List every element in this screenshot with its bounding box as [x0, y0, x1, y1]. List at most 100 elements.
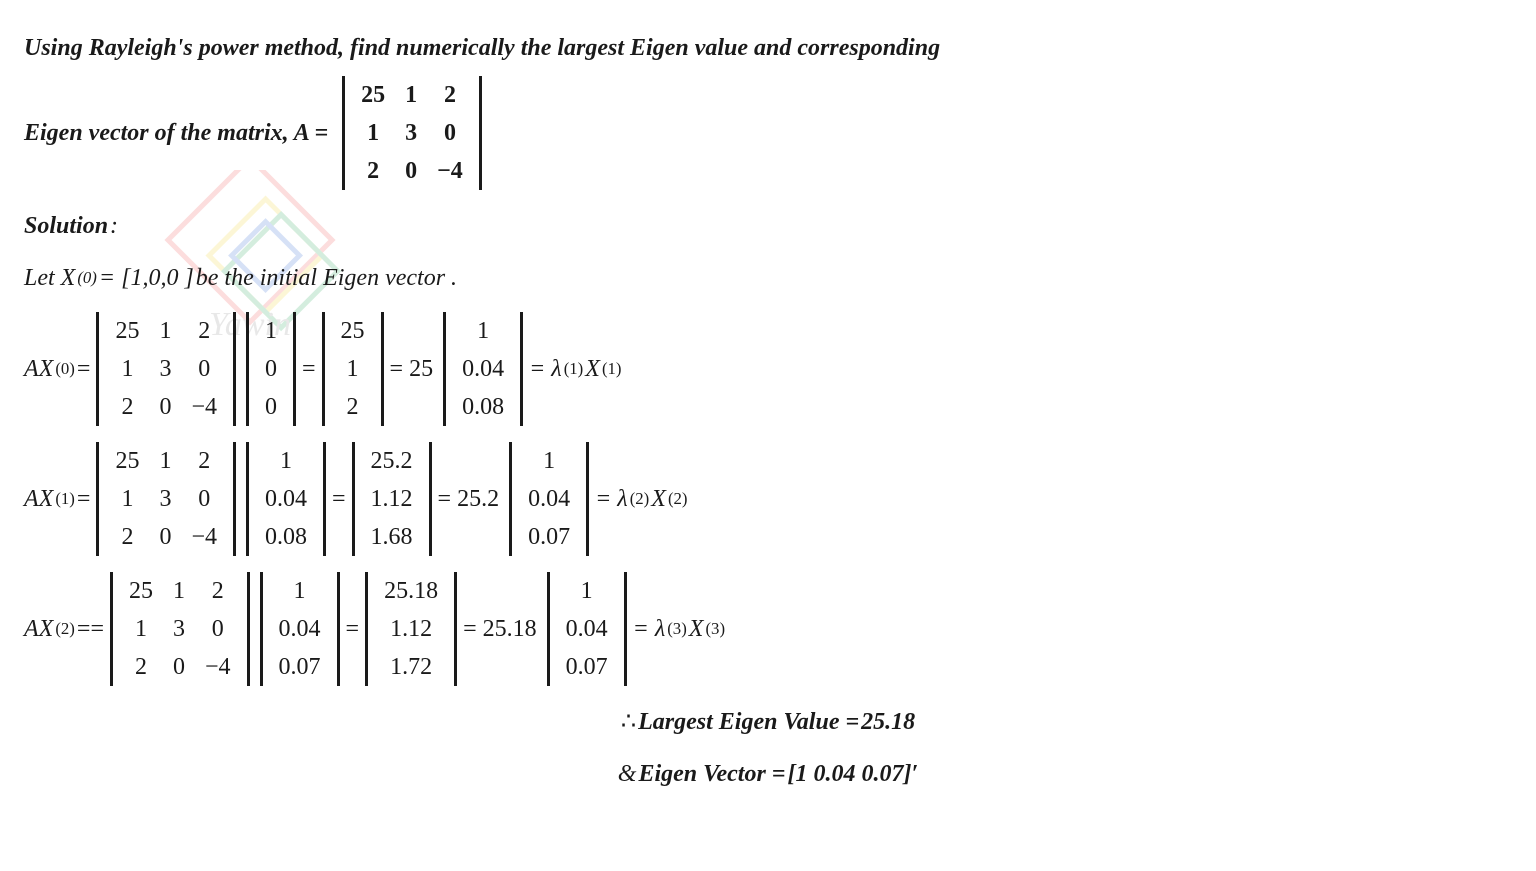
matrix-cell: 25.18 — [374, 572, 448, 610]
matrix: 10.040.07 — [509, 442, 589, 556]
matrix-cell: 1 — [149, 442, 181, 480]
matrix-cell: 1 — [255, 312, 287, 350]
iterations-container: AX(0) = 251213020−4100 = 2512 = 2510.040… — [24, 312, 1512, 686]
matrix-cell: 3 — [149, 480, 181, 518]
matrix-cell: 0 — [395, 152, 427, 190]
matrix-cell: 2 — [331, 388, 375, 426]
matrix-cell: 0 — [195, 610, 241, 648]
matrix-cell: 0.04 — [269, 610, 331, 648]
matrix-cell: 0.07 — [269, 648, 331, 686]
matrix-cell: −4 — [195, 648, 241, 686]
matrix-cell: 1 — [119, 610, 163, 648]
solution-label-line: Solution: — [24, 208, 1512, 244]
iteration-lhs: AX — [24, 611, 53, 647]
matrix-cell: 0.08 — [255, 518, 317, 556]
matrix-cell: 0 — [255, 388, 287, 426]
matrix-cell: 0 — [163, 648, 195, 686]
problem-text-2: Eigen vector of the matrix, A = — [24, 115, 328, 151]
matrix-cell: 25 — [105, 442, 149, 480]
matrix-cell: 25.2 — [361, 442, 423, 480]
matrix: 2512 — [322, 312, 384, 426]
iteration-lhs: AX — [24, 351, 53, 387]
matrix-cell: 1 — [331, 350, 375, 388]
matrix-cell: −4 — [427, 152, 473, 190]
matrix-cell: 25 — [351, 76, 395, 114]
matrix: 25.181.121.72 — [365, 572, 457, 686]
problem-text-1: Using Rayleigh's power method, find nume… — [24, 30, 940, 66]
matrix: 10.040.08 — [443, 312, 523, 426]
matrix-cell: 1 — [163, 572, 195, 610]
matrix-cell: 0 — [427, 114, 473, 152]
matrix-cell: 0.07 — [518, 518, 580, 556]
initial-prefix: Let X — [24, 260, 75, 296]
matrix-cell: 1 — [518, 442, 580, 480]
iteration-lhs: AX — [24, 481, 53, 517]
matrix-cell: 0 — [181, 480, 227, 518]
matrix-cell: 25 — [119, 572, 163, 610]
matrix: 25.21.121.68 — [352, 442, 432, 556]
matrix-cell: 1.12 — [361, 480, 423, 518]
matrix: 100 — [246, 312, 296, 426]
matrix-cell: −4 — [181, 518, 227, 556]
matrix-cell: 1 — [452, 312, 514, 350]
matrix-cell: 1 — [351, 114, 395, 152]
matrix-cell: 2 — [105, 388, 149, 426]
matrix-cell: 1.72 — [374, 648, 448, 686]
problem-line-2: Eigen vector of the matrix, A = 25121302… — [24, 76, 1512, 190]
initial-suffix: be the initial Eigen vector . — [196, 260, 457, 296]
iteration-scalar: 25.2 — [457, 481, 499, 517]
iteration-line-1: AX(1) = 251213020−410.040.08 = 25.21.121… — [24, 442, 1512, 556]
matrix-cell: 2 — [351, 152, 395, 190]
initial-sup: (0) — [77, 265, 97, 290]
matrix-cell: 0.08 — [452, 388, 514, 426]
matrix-cell: 1 — [105, 480, 149, 518]
iteration-scalar: 25.18 — [483, 611, 537, 647]
matrix-cell: 0.04 — [556, 610, 618, 648]
matrix-cell: 0 — [255, 350, 287, 388]
matrix-cell: 25 — [331, 312, 375, 350]
matrix-cell: 2 — [427, 76, 473, 114]
matrix-cell: 0.04 — [518, 480, 580, 518]
matrix: 10.040.08 — [246, 442, 326, 556]
result-eigenvector-line: & Eigen Vector = [1 0.04 0.07]′ — [24, 756, 1512, 792]
matrix-cell: 1 — [556, 572, 618, 610]
ampersand: & — [618, 756, 637, 792]
matrix-cell: 0.04 — [255, 480, 317, 518]
solution-label: Solution — [24, 208, 108, 244]
matrix-cell: 3 — [163, 610, 195, 648]
eigenvector-label: Eigen Vector = — [638, 756, 785, 792]
matrix-cell: 0 — [149, 518, 181, 556]
matrix-cell: 0 — [181, 350, 227, 388]
initial-vector-line: Let X(0) = [1,0,0 ] be the initial Eigen… — [24, 260, 1512, 296]
matrix: 10.040.07 — [547, 572, 627, 686]
matrix-cell: 1 — [149, 312, 181, 350]
matrix-cell: 1 — [105, 350, 149, 388]
eigenvector-value: [1 0.04 0.07]′ — [787, 756, 918, 792]
iteration-line-0: AX(0) = 251213020−4100 = 2512 = 2510.040… — [24, 312, 1512, 426]
matrix-cell: 1 — [395, 76, 427, 114]
eigenvalue-value: 25.18 — [861, 704, 915, 740]
matrix-cell: 2 — [181, 312, 227, 350]
matrix-cell: 0.07 — [556, 648, 618, 686]
matrix-cell: 25 — [105, 312, 149, 350]
matrix-cell: 3 — [149, 350, 181, 388]
matrix-cell: 0.04 — [452, 350, 514, 388]
matrix-A: 251213020−4 — [342, 76, 482, 190]
matrix: 10.040.07 — [260, 572, 340, 686]
therefore-symbol: ∴ — [621, 704, 636, 740]
iteration-line-2: AX(2) == 251213020−410.040.07 = 25.181.1… — [24, 572, 1512, 686]
matrix-cell: 2 — [119, 648, 163, 686]
matrix-cell: 1 — [255, 442, 317, 480]
matrix-cell: 2 — [105, 518, 149, 556]
iteration-scalar: 25 — [409, 351, 433, 387]
matrix-cell: 2 — [195, 572, 241, 610]
matrix-cell: 0 — [149, 388, 181, 426]
matrix: 251213020−4 — [96, 312, 236, 426]
matrix-cell: 1.12 — [374, 610, 448, 648]
matrix-cell: −4 — [181, 388, 227, 426]
matrix-cell: 1 — [269, 572, 331, 610]
eigenvalue-label: Largest Eigen Value = — [638, 704, 859, 740]
result-eigenvalue-line: ∴ Largest Eigen Value = 25.18 — [24, 704, 1512, 740]
initial-mid: = [1,0,0 ] — [99, 260, 194, 296]
matrix-cell: 1.68 — [361, 518, 423, 556]
